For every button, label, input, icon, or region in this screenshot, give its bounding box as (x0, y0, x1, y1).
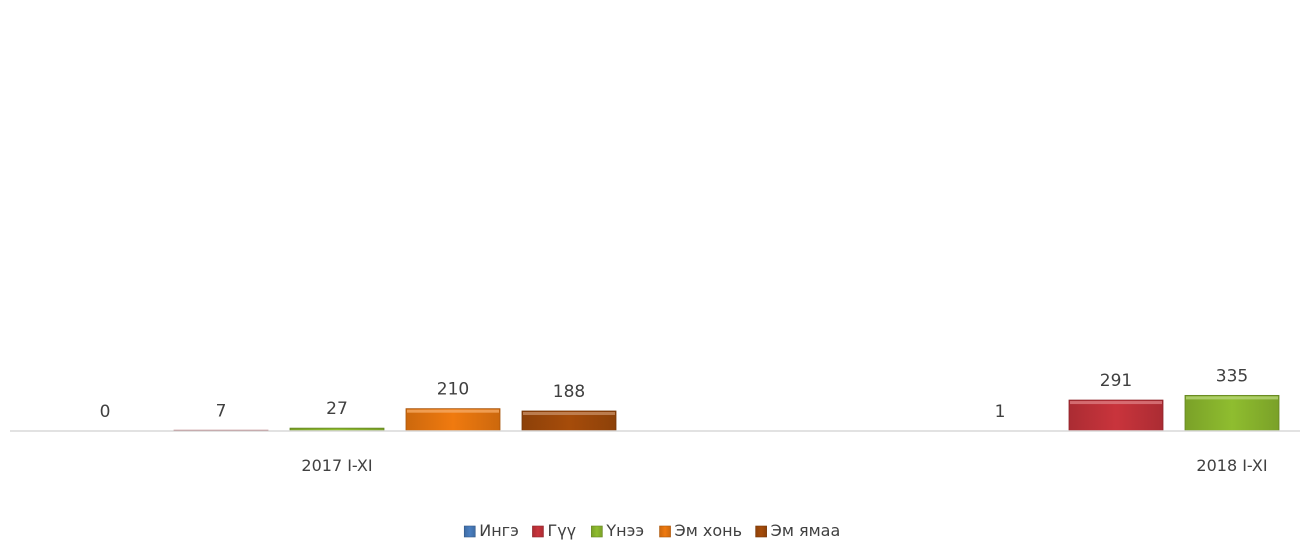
data-label-0-2: 27 (326, 399, 348, 419)
legend-label-0: Ингэ (479, 521, 519, 540)
legend: Ингэ Гүү Үнээ Эм хонь Эм ямаа (463, 521, 841, 540)
legend-label-3: Эм хонь (675, 521, 742, 540)
legend-swatch-1 (532, 525, 544, 538)
category-labels-layer: 2017 I-XI 2018 I-XI (301, 456, 1267, 475)
bar-bevel-1-2 (1186, 396, 1278, 400)
bar-bevel-0-4 (523, 412, 615, 416)
data-label-0-1: 7 (216, 401, 227, 421)
legend-swatch-2 (591, 525, 603, 538)
legend-label-1: Гүү (547, 521, 576, 540)
data-label-1-2: 335 (1216, 366, 1248, 386)
legend-label-2: Үнээ (605, 521, 644, 540)
data-label-1-1: 291 (1100, 371, 1132, 391)
bar-1-2 (1184, 394, 1280, 432)
bar-bevel-0-3 (407, 409, 499, 413)
legend-swatch-3 (659, 525, 671, 538)
legend-swatch-0 (463, 525, 476, 538)
bar-bevel-1-1 (1070, 401, 1162, 405)
category-label-0: 2017 I-XI (301, 456, 372, 475)
data-label-0-3: 210 (437, 380, 469, 400)
data-labels-layer: 0727210188129133521303612 (100, 366, 1249, 422)
bars-layer (173, 394, 1280, 432)
data-label-0-0: 0 (100, 402, 111, 422)
legend-swatch-4 (755, 525, 767, 538)
data-label-0-4: 188 (553, 382, 585, 402)
legend-label-4: Эм ямаа (771, 521, 841, 540)
category-label-1: 2018 I-XI (1196, 456, 1267, 475)
data-label-1-0: 1 (995, 402, 1006, 422)
bar-1-1 (1068, 399, 1164, 432)
